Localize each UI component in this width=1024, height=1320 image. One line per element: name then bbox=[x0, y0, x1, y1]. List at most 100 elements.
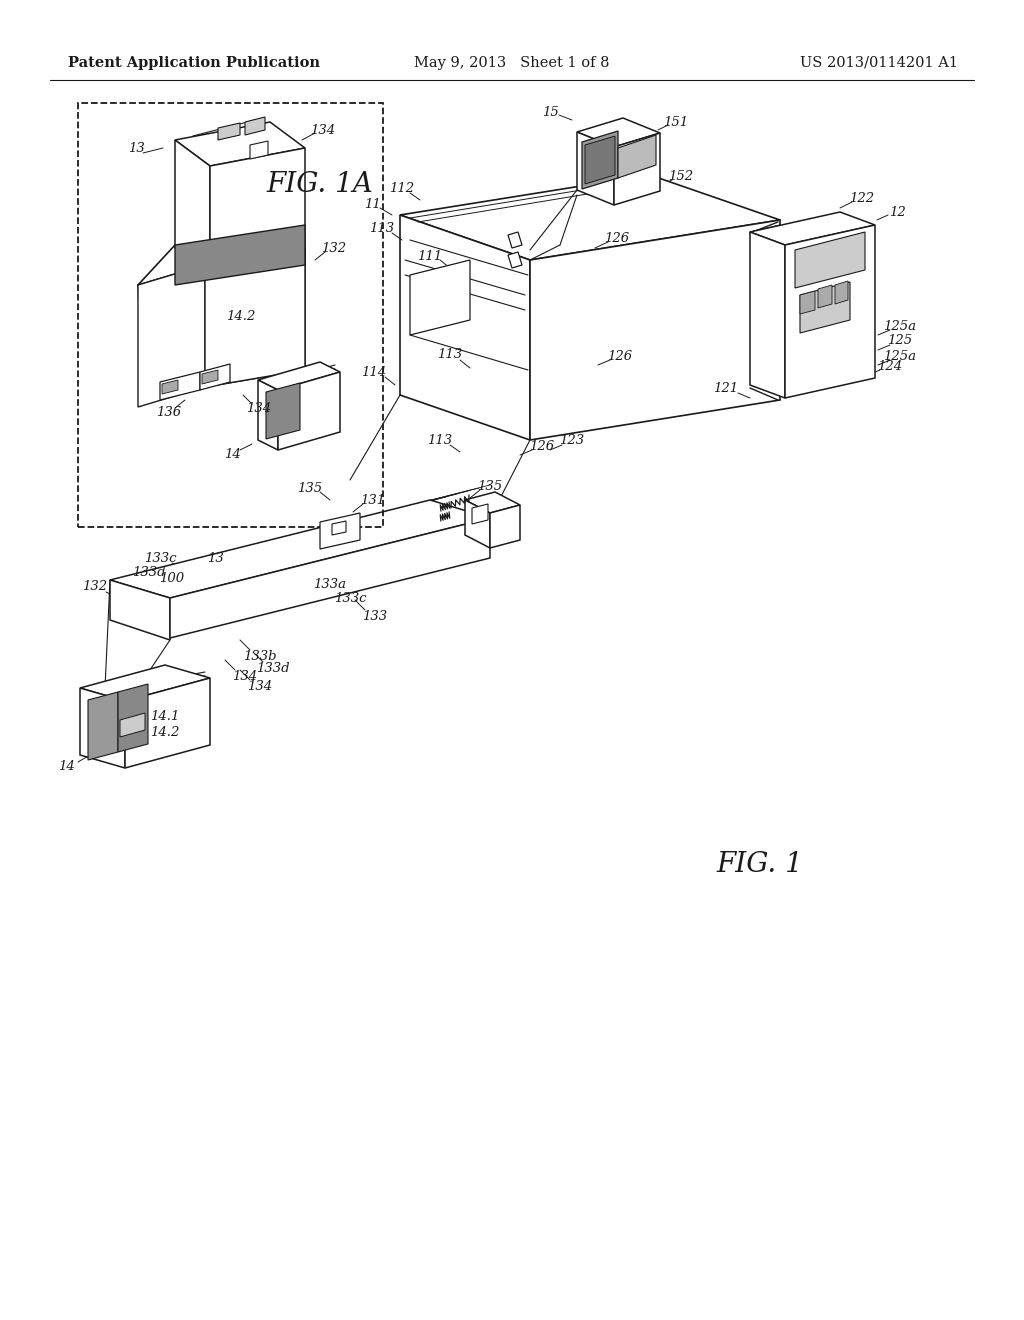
Text: 133a: 133a bbox=[313, 578, 346, 590]
Polygon shape bbox=[278, 372, 340, 450]
Polygon shape bbox=[577, 117, 660, 147]
Polygon shape bbox=[80, 665, 210, 701]
Polygon shape bbox=[332, 521, 346, 535]
Polygon shape bbox=[175, 224, 305, 285]
Text: 132: 132 bbox=[322, 243, 346, 256]
Text: 11: 11 bbox=[364, 198, 380, 210]
Polygon shape bbox=[170, 517, 490, 638]
Text: 134: 134 bbox=[247, 403, 271, 416]
Polygon shape bbox=[618, 135, 656, 178]
Text: 14: 14 bbox=[57, 759, 75, 772]
Text: 133b: 133b bbox=[243, 649, 276, 663]
Polygon shape bbox=[472, 504, 488, 524]
Text: 133c: 133c bbox=[334, 593, 367, 606]
Text: FIG. 1A: FIG. 1A bbox=[266, 172, 374, 198]
Polygon shape bbox=[465, 492, 520, 513]
Polygon shape bbox=[162, 380, 178, 393]
Polygon shape bbox=[245, 117, 265, 135]
Polygon shape bbox=[785, 224, 874, 399]
Polygon shape bbox=[410, 260, 470, 335]
Polygon shape bbox=[110, 579, 170, 640]
Polygon shape bbox=[490, 506, 520, 548]
Text: 134: 134 bbox=[232, 669, 258, 682]
Text: 126: 126 bbox=[607, 350, 633, 363]
Text: FIG. 1: FIG. 1 bbox=[717, 851, 804, 879]
Polygon shape bbox=[175, 121, 305, 166]
Polygon shape bbox=[750, 232, 785, 399]
Polygon shape bbox=[210, 148, 305, 271]
Text: May 9, 2013   Sheet 1 of 8: May 9, 2013 Sheet 1 of 8 bbox=[415, 55, 609, 70]
Text: 135: 135 bbox=[477, 479, 503, 492]
Polygon shape bbox=[202, 370, 218, 384]
Text: 14.2: 14.2 bbox=[151, 726, 179, 738]
Polygon shape bbox=[795, 232, 865, 288]
Text: 132: 132 bbox=[83, 581, 108, 594]
Polygon shape bbox=[750, 213, 874, 246]
Polygon shape bbox=[175, 140, 210, 271]
Polygon shape bbox=[138, 265, 205, 407]
Text: US 2013/0114201 A1: US 2013/0114201 A1 bbox=[800, 55, 958, 70]
Text: 14.2: 14.2 bbox=[226, 309, 256, 322]
Bar bbox=[78, 103, 383, 527]
Text: 100: 100 bbox=[160, 572, 184, 585]
Text: 133d: 133d bbox=[132, 566, 166, 579]
Polygon shape bbox=[205, 248, 305, 387]
Polygon shape bbox=[200, 364, 230, 389]
Polygon shape bbox=[582, 131, 618, 189]
Text: 126: 126 bbox=[604, 231, 630, 244]
Text: 12: 12 bbox=[889, 206, 905, 219]
Text: 135: 135 bbox=[297, 482, 323, 495]
Polygon shape bbox=[125, 678, 210, 768]
Polygon shape bbox=[218, 123, 240, 140]
Text: 15: 15 bbox=[542, 106, 558, 119]
Polygon shape bbox=[530, 220, 780, 440]
Text: 152: 152 bbox=[669, 170, 693, 183]
Text: 121: 121 bbox=[714, 381, 738, 395]
Polygon shape bbox=[577, 132, 614, 205]
Polygon shape bbox=[205, 248, 305, 387]
Polygon shape bbox=[818, 285, 831, 308]
Text: 111: 111 bbox=[418, 249, 442, 263]
Polygon shape bbox=[319, 513, 360, 549]
Text: 126: 126 bbox=[529, 440, 555, 453]
Text: 124: 124 bbox=[878, 359, 902, 372]
Polygon shape bbox=[258, 380, 278, 450]
Text: 134: 134 bbox=[310, 124, 336, 136]
Polygon shape bbox=[614, 133, 660, 205]
Polygon shape bbox=[400, 215, 530, 440]
Polygon shape bbox=[160, 372, 200, 400]
Text: 113: 113 bbox=[427, 433, 453, 446]
Polygon shape bbox=[110, 500, 490, 598]
Polygon shape bbox=[800, 290, 815, 314]
Polygon shape bbox=[465, 500, 490, 548]
Polygon shape bbox=[138, 265, 210, 400]
Text: 125a: 125a bbox=[884, 350, 916, 363]
Polygon shape bbox=[585, 136, 615, 183]
Text: 125a: 125a bbox=[884, 319, 916, 333]
Text: 133c: 133c bbox=[143, 552, 176, 565]
Polygon shape bbox=[258, 362, 340, 389]
Polygon shape bbox=[250, 141, 268, 158]
Polygon shape bbox=[508, 232, 522, 248]
Polygon shape bbox=[508, 252, 522, 268]
Polygon shape bbox=[120, 713, 145, 737]
Text: 113: 113 bbox=[437, 348, 463, 362]
Polygon shape bbox=[80, 688, 125, 768]
Polygon shape bbox=[800, 282, 850, 333]
Polygon shape bbox=[88, 692, 118, 760]
Polygon shape bbox=[118, 684, 148, 752]
Text: 13: 13 bbox=[128, 141, 144, 154]
Polygon shape bbox=[266, 383, 300, 440]
Text: Patent Application Publication: Patent Application Publication bbox=[68, 55, 319, 70]
Text: 14: 14 bbox=[223, 449, 241, 462]
Text: 113: 113 bbox=[370, 222, 394, 235]
Polygon shape bbox=[400, 176, 780, 260]
Text: 133d: 133d bbox=[256, 661, 290, 675]
Text: 122: 122 bbox=[850, 191, 874, 205]
Text: 151: 151 bbox=[664, 116, 688, 128]
Text: 125: 125 bbox=[888, 334, 912, 347]
Text: 136: 136 bbox=[157, 407, 181, 420]
Text: 133: 133 bbox=[362, 610, 387, 623]
Polygon shape bbox=[835, 281, 848, 304]
Text: 112: 112 bbox=[389, 182, 415, 195]
